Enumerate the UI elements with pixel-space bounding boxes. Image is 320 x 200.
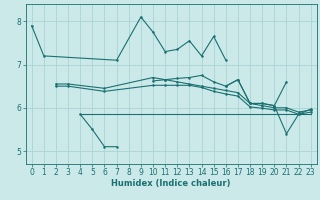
X-axis label: Humidex (Indice chaleur): Humidex (Indice chaleur) [111, 179, 231, 188]
